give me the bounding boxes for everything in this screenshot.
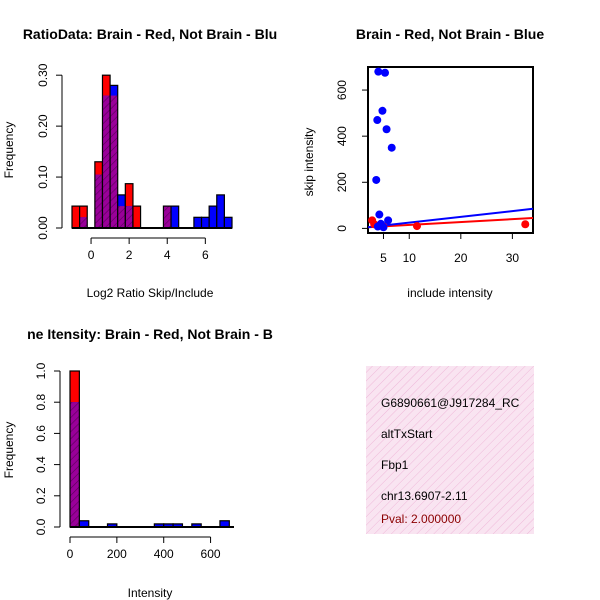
bar-overlap-7 xyxy=(125,206,133,228)
ratio-histogram-title: RatioData: Brain - Red, Not Brain - Blu xyxy=(23,26,277,42)
bar-not-brain-18 xyxy=(209,206,217,228)
bar-not-brain-11 xyxy=(173,523,183,527)
intensity-histogram: ne Itensity: Brain - Red, Not Brain - B … xyxy=(2,326,273,600)
brain-point-5 xyxy=(412,222,421,231)
intensity-scatter-points xyxy=(368,67,530,232)
bar-brain-0 xyxy=(72,206,80,228)
ratio-histogram: RatioData: Brain - Red, Not Brain - Blu … xyxy=(2,26,277,300)
bar-overlap-4 xyxy=(102,95,111,228)
intensity-histogram-y-axis: 0.0 0.2 0.4 0.6 0.8 1.0 xyxy=(34,362,61,535)
intensity-scatter-ylabel: skip intensity xyxy=(302,128,316,197)
y-tick-label-3: 0.6 xyxy=(34,425,48,442)
y-tick-label-3: 600 xyxy=(335,80,349,100)
info-panel-gene: Fbp1 xyxy=(381,458,409,472)
not-brain-fit-line xyxy=(368,207,533,229)
not-brain-point-5 xyxy=(378,106,387,115)
y-tick-label-2: 0.4 xyxy=(34,456,48,473)
ratio-histogram-ylabel: Frequency xyxy=(2,122,16,179)
intensity-scatter-xlabel: include intensity xyxy=(407,286,492,300)
x-tick-label-3: 30 xyxy=(506,251,520,265)
bar-not-brain-19 xyxy=(216,194,225,228)
x-tick-label-0: 5 xyxy=(380,251,387,265)
not-brain-point-1 xyxy=(373,116,382,125)
intensity-histogram-title: ne Itensity: Brain - Red, Not Brain - B xyxy=(27,326,273,342)
not-brain-point-3 xyxy=(375,210,384,219)
bar-overlap-12 xyxy=(163,206,172,228)
y-tick-label-0: 0.00 xyxy=(36,216,50,240)
bar-not-brain-17 xyxy=(201,217,210,228)
not-brain-point-7 xyxy=(382,125,391,134)
info-panel: G6890661@J917284_RC altTxStart Fbp1 chr1… xyxy=(366,366,534,534)
x-tick-label-1: 10 xyxy=(403,251,417,265)
x-tick-label-0: 0 xyxy=(67,547,74,561)
intensity-scatter-x-axis: 5 10 20 30 xyxy=(380,233,519,265)
intensity-scatter-y-axis: 0 200 400 600 xyxy=(335,80,368,232)
not-brain-point-2 xyxy=(374,67,383,76)
x-tick-label-1: 2 xyxy=(126,248,133,262)
y-tick-label-4: 0.8 xyxy=(34,394,48,411)
bar-not-brain-10 xyxy=(163,523,174,527)
y-tick-label-0: 0 xyxy=(335,225,349,232)
not-brain-point-11 xyxy=(379,223,388,232)
bar-not-brain-20 xyxy=(224,217,232,228)
info-panel-event-type: altTxStart xyxy=(381,427,433,441)
intensity-histogram-ylabel: Frequency xyxy=(2,422,16,479)
bar-overlap-5 xyxy=(110,95,118,228)
not-brain-point-0 xyxy=(372,175,381,184)
x-tick-label-0: 0 xyxy=(88,248,95,262)
bar-not-brain-16 xyxy=(193,217,202,228)
ratio-histogram-xlabel: Log2 Ratio Skip/Include xyxy=(87,286,214,300)
intensity-scatter: Brain - Red, Not Brain - Blue 5 10 20 30 0 2… xyxy=(302,26,544,300)
ratio-histogram-y-axis: 0.00 0.10 0.20 0.30 xyxy=(36,63,63,240)
y-tick-label-2: 0.20 xyxy=(36,114,50,138)
bar-not-brain-1 xyxy=(79,520,89,527)
bar-not-brain-13 xyxy=(171,206,179,228)
info-panel-background xyxy=(366,366,534,534)
y-tick-label-2: 400 xyxy=(335,126,349,146)
bar-overlap-3 xyxy=(94,174,103,228)
y-tick-label-0: 0.0 xyxy=(34,518,48,535)
info-panel-id: G6890661@J917284_RC xyxy=(381,396,520,410)
bar-not-brain-4 xyxy=(107,523,117,527)
x-tick-label-3: 6 xyxy=(202,248,209,262)
bar-not-brain-9 xyxy=(154,523,164,527)
bar-overlap-6 xyxy=(117,206,126,228)
ratio-histogram-bars xyxy=(71,74,233,229)
brain-point-6 xyxy=(521,220,530,229)
intensity-scatter-title: Brain - Red, Not Brain - Blue xyxy=(356,26,544,42)
info-panel-pval: Pval: 2.000000 xyxy=(381,512,461,526)
y-tick-label-1: 200 xyxy=(335,172,349,192)
brain-fit-line xyxy=(368,217,533,229)
x-tick-label-2: 400 xyxy=(154,547,174,561)
bar-brain-7 xyxy=(125,183,133,228)
x-tick-label-2: 4 xyxy=(164,248,171,262)
bar-not-brain-16 xyxy=(219,520,230,527)
y-tick-label-1: 0.10 xyxy=(36,165,50,189)
not-brain-point-9 xyxy=(387,143,396,152)
y-tick-label-1: 0.2 xyxy=(34,487,48,504)
intensity-histogram-xlabel: Intensity xyxy=(128,586,173,600)
intensity-scatter-frame xyxy=(367,66,534,234)
bar-brain-8 xyxy=(132,206,141,228)
x-tick-label-1: 200 xyxy=(107,547,127,561)
x-tick-label-2: 20 xyxy=(454,251,468,265)
bar-not-brain-13 xyxy=(191,523,202,527)
intensity-histogram-bars xyxy=(69,370,230,528)
not-brain-point-8 xyxy=(384,216,393,225)
y-tick-label-5: 1.0 xyxy=(34,362,48,379)
bar-brain-1 xyxy=(79,206,88,228)
bar-overlap-0 xyxy=(70,402,80,527)
x-tick-label-3: 600 xyxy=(201,547,221,561)
y-tick-label-3: 0.30 xyxy=(36,63,50,87)
bar-overlap-1 xyxy=(79,217,88,228)
info-panel-location: chr13.6907-2.11 xyxy=(381,489,468,503)
intensity-histogram-x-axis: 0 200 400 600 xyxy=(67,536,221,561)
intensity-scatter-fit-lines xyxy=(368,207,533,229)
ratio-histogram-x-axis: 0 2 4 6 xyxy=(88,237,209,262)
not-brain-point-6 xyxy=(381,68,390,77)
